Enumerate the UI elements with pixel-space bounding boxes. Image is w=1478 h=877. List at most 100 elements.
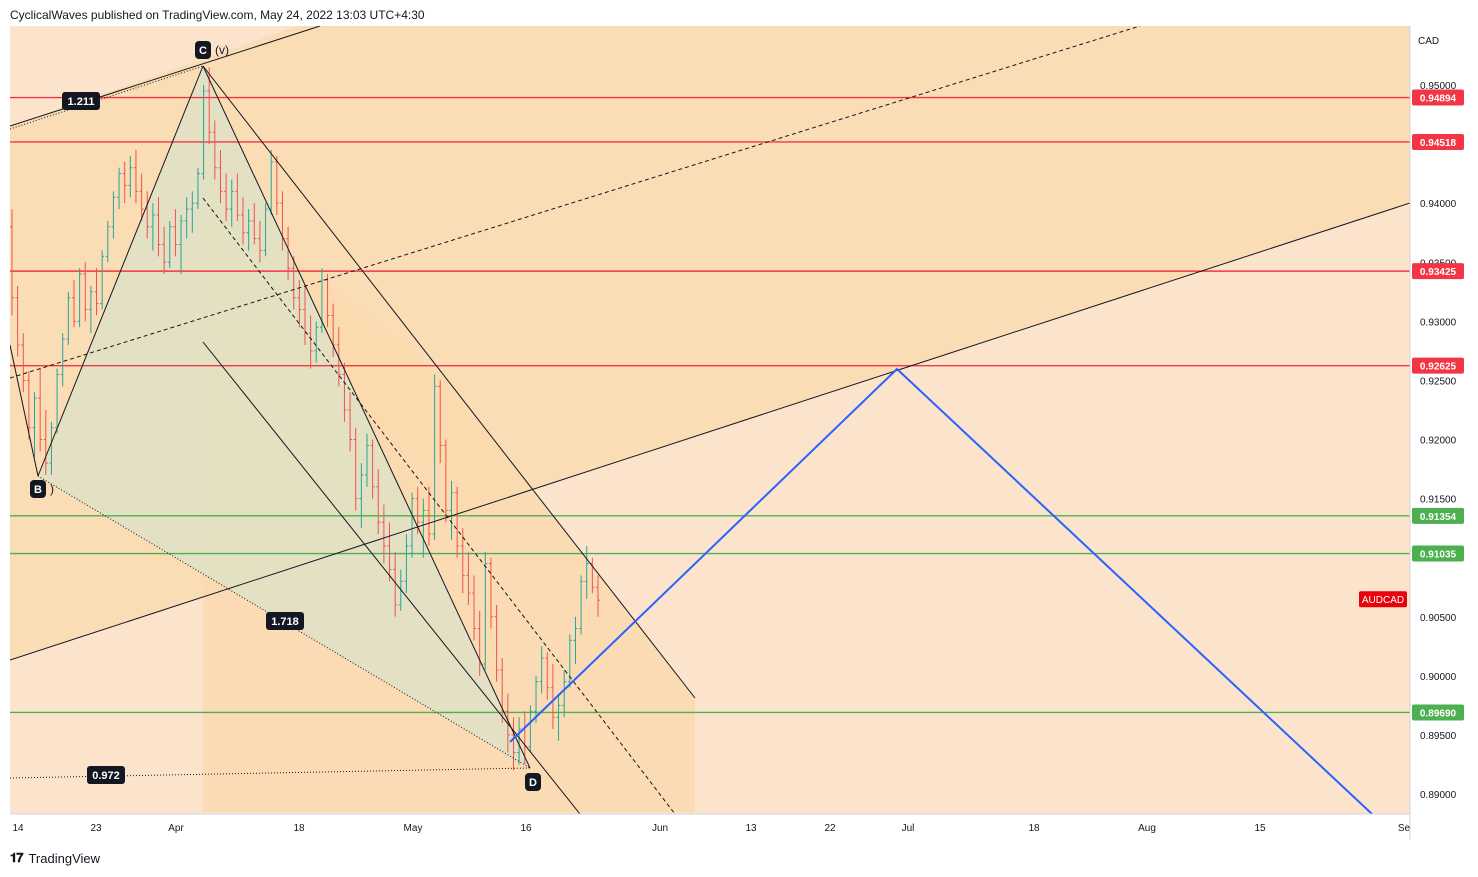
footer: 𝟏𝟕 TradingView <box>10 850 100 866</box>
candle-14 <box>88 285 93 334</box>
time-tick-label: 14 <box>12 823 24 834</box>
pattern-point-b: B) <box>30 480 54 498</box>
price-tick-label: 0.90000 <box>1420 672 1457 683</box>
candle-96 <box>550 664 555 730</box>
candle-100 <box>573 616 578 665</box>
candle-22 <box>133 149 138 204</box>
candle-20 <box>122 161 127 204</box>
horizontal-levels <box>10 96 1410 714</box>
time-tick-label: Apr <box>168 823 184 834</box>
pattern-point-label: B <box>34 484 42 496</box>
channel-mid-dashed-line <box>10 26 1141 379</box>
fib-ratio-badge <box>87 766 125 784</box>
candle-32 <box>190 191 195 233</box>
down-channel-upper-line <box>202 65 696 699</box>
wave-into-b-line <box>10 344 39 477</box>
pattern-point-label: D <box>529 777 537 789</box>
candle-15 <box>94 268 99 316</box>
candle-74 <box>426 486 431 546</box>
price-tick-label: 0.90500 <box>1420 613 1457 624</box>
pattern-point-note: ) <box>50 482 54 496</box>
candle-0 <box>10 209 14 316</box>
candle-30 <box>179 214 184 275</box>
candle-18 <box>111 191 116 239</box>
price-level-tag-text: 0.91035 <box>1420 550 1457 561</box>
time-tick-label: 22 <box>824 823 836 834</box>
candle-82 <box>472 575 477 641</box>
price-tick-label: 0.94000 <box>1420 199 1457 210</box>
candle-3 <box>26 370 31 440</box>
candle-77 <box>443 439 448 523</box>
fib-ratio-text: 1.211 <box>68 96 95 108</box>
candle-27 <box>162 226 167 275</box>
time-tick-label: Jul <box>902 823 915 834</box>
price-level-tag-text: 0.94894 <box>1420 94 1457 105</box>
candle-70 <box>404 534 409 594</box>
candle-64 <box>370 439 375 499</box>
price-tick-label: 0.95000 <box>1420 81 1457 92</box>
price-level-tag-background <box>1412 263 1464 280</box>
candle-5 <box>38 368 43 452</box>
pattern-triangle <box>38 66 530 768</box>
candle-50 <box>291 256 296 310</box>
tradingview-logo-icon: 𝟏𝟕 <box>10 850 24 865</box>
candle-40 <box>235 173 240 221</box>
time-tick-label: 18 <box>293 823 305 834</box>
price-tick-label: 0.92500 <box>1420 376 1457 387</box>
fib-c-dotted-line <box>10 65 204 130</box>
price-level-tag-background <box>1412 133 1464 150</box>
fib-ratio-label: 1.718 <box>266 612 304 630</box>
candle-78 <box>449 480 454 540</box>
candle-23 <box>139 173 144 221</box>
candle-94 <box>539 646 544 694</box>
publish-info: CyclicalWaves published on TradingView.c… <box>10 8 425 22</box>
projection-path-line <box>509 367 1373 814</box>
candle-11 <box>71 279 76 328</box>
channel-lower-line <box>10 202 1410 661</box>
candle-92 <box>528 705 533 753</box>
pattern-point-badge <box>30 480 46 498</box>
candle-21 <box>128 155 133 198</box>
candle-7 <box>49 421 54 475</box>
price-tick-label: 0.91500 <box>1420 495 1457 506</box>
candle-89 <box>511 717 516 771</box>
time-tick-label: Jun <box>652 823 668 834</box>
candle-53 <box>308 315 313 369</box>
price-axis: CAD0.950000.940000.935000.930000.925000.… <box>1409 0 1478 845</box>
candle-37 <box>218 149 223 204</box>
candle-86 <box>494 604 499 682</box>
wave-c-d-line <box>202 65 531 769</box>
time-tick-label: 18 <box>1028 823 1040 834</box>
candle-29 <box>173 209 178 257</box>
price-level-tag: 0.94518 <box>1412 133 1464 150</box>
candle-6 <box>43 409 48 475</box>
footer-brand: TradingView <box>28 850 101 866</box>
candle-26 <box>156 197 161 257</box>
candle-61 <box>353 427 358 511</box>
candle-104 <box>596 575 600 617</box>
candle-25 <box>150 203 155 251</box>
candle-45 <box>263 203 268 257</box>
price-tick-label: 0.92000 <box>1420 436 1457 447</box>
currency-label: CAD <box>1418 36 1439 47</box>
candle-81 <box>466 551 471 605</box>
time-tick-label: 16 <box>520 823 532 834</box>
candle-12 <box>77 268 82 328</box>
candle-34 <box>201 85 206 180</box>
down-channel-mid-dashed-line <box>202 197 676 814</box>
candle-59 <box>342 362 347 422</box>
pattern-annotations: B) C (v) D 1.211 1.718 0.972 AUDCAD <box>30 41 1407 791</box>
symbol-tag-background <box>1359 591 1407 608</box>
candle-57 <box>331 303 336 357</box>
candle-76 <box>438 380 443 464</box>
fib-ratio-label: 1.211 <box>62 92 100 110</box>
candle-67 <box>387 522 392 582</box>
candle-44 <box>257 220 262 263</box>
price-level-tag: 0.91354 <box>1412 507 1464 524</box>
candle-85 <box>488 557 493 629</box>
wave-b-c-line <box>37 65 204 477</box>
candle-90 <box>517 717 522 765</box>
candle-4 <box>32 392 37 458</box>
candle-62 <box>359 463 364 529</box>
time-tick-label: Aug <box>1138 823 1156 834</box>
